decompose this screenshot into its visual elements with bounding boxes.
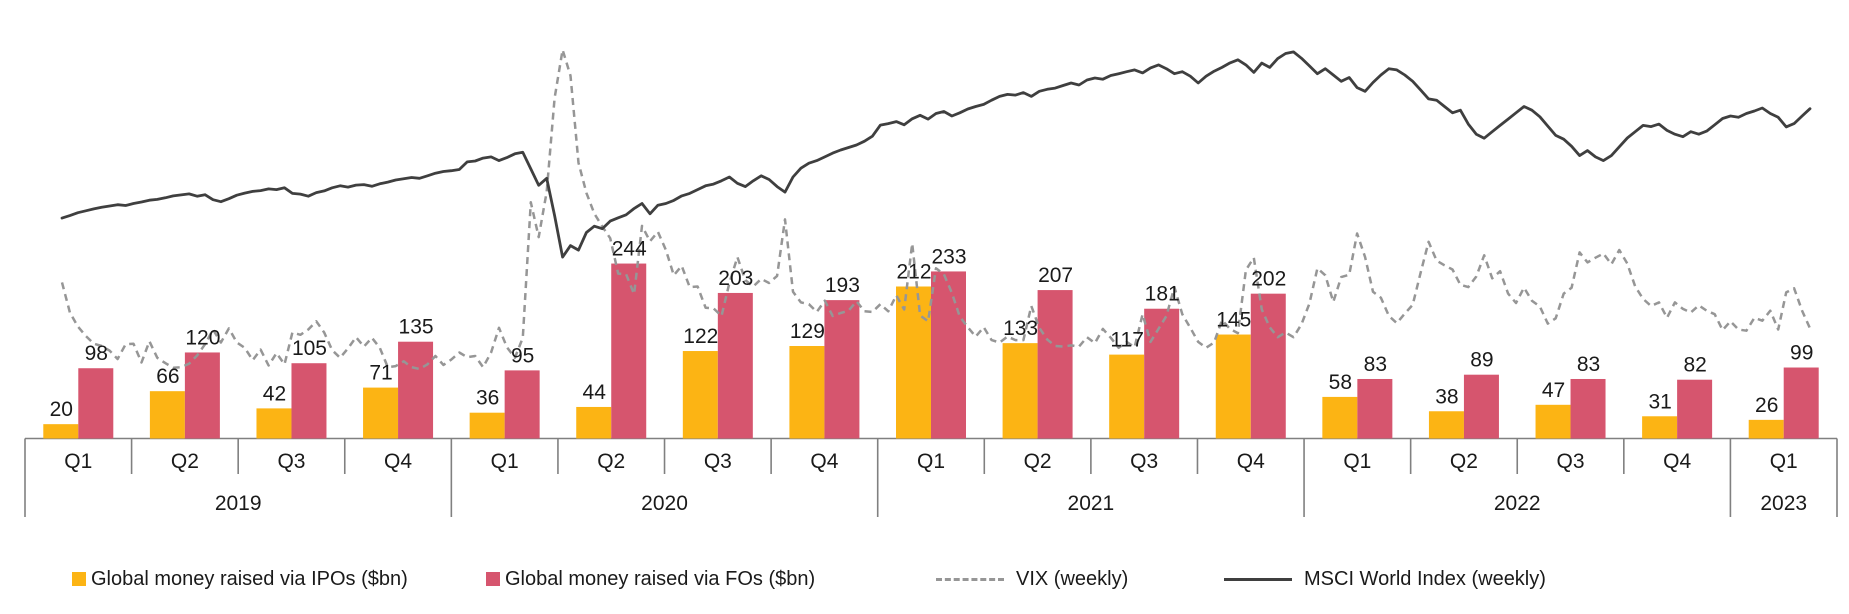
svg-text:203: 203 bbox=[718, 267, 753, 290]
svg-text:58: 58 bbox=[1329, 371, 1352, 394]
svg-text:Q3: Q3 bbox=[1557, 450, 1585, 473]
svg-text:181: 181 bbox=[1145, 283, 1180, 306]
svg-text:133: 133 bbox=[1003, 317, 1038, 340]
svg-text:105: 105 bbox=[292, 337, 327, 360]
svg-text:Q3: Q3 bbox=[704, 450, 732, 473]
svg-text:Q3: Q3 bbox=[1130, 450, 1158, 473]
svg-text:129: 129 bbox=[790, 320, 825, 343]
svg-text:212: 212 bbox=[896, 260, 931, 283]
svg-text:Q1: Q1 bbox=[917, 450, 945, 473]
svg-text:38: 38 bbox=[1435, 385, 1458, 408]
svg-text:117: 117 bbox=[1110, 329, 1143, 352]
svg-text:Q1: Q1 bbox=[1343, 450, 1371, 473]
svg-text:Q2: Q2 bbox=[1024, 450, 1052, 473]
svg-text:44: 44 bbox=[583, 381, 607, 404]
svg-text:233: 233 bbox=[931, 245, 966, 268]
svg-text:207: 207 bbox=[1038, 264, 1073, 287]
svg-text:202: 202 bbox=[1251, 268, 1286, 291]
svg-text:Q1: Q1 bbox=[1770, 450, 1798, 473]
svg-text:Q4: Q4 bbox=[1663, 450, 1691, 473]
svg-text:2021: 2021 bbox=[1068, 492, 1115, 515]
svg-text:2020: 2020 bbox=[641, 492, 688, 515]
svg-text:71: 71 bbox=[369, 362, 392, 385]
svg-text:26: 26 bbox=[1755, 394, 1778, 417]
svg-text:Q2: Q2 bbox=[1450, 450, 1478, 473]
svg-text:Q2: Q2 bbox=[597, 450, 625, 473]
svg-text:244: 244 bbox=[612, 238, 647, 261]
svg-text:83: 83 bbox=[1577, 353, 1600, 376]
svg-text:20: 20 bbox=[50, 398, 73, 421]
svg-text:122: 122 bbox=[683, 325, 718, 348]
svg-text:82: 82 bbox=[1683, 354, 1706, 377]
svg-text:145: 145 bbox=[1216, 309, 1251, 332]
svg-text:42: 42 bbox=[263, 382, 286, 405]
svg-text:83: 83 bbox=[1364, 353, 1387, 376]
svg-text:193: 193 bbox=[825, 274, 860, 297]
svg-text:135: 135 bbox=[399, 316, 434, 339]
svg-text:31: 31 bbox=[1648, 390, 1671, 413]
svg-text:Q1: Q1 bbox=[64, 450, 92, 473]
svg-text:66: 66 bbox=[156, 365, 179, 388]
svg-text:2022: 2022 bbox=[1494, 492, 1541, 515]
svg-text:120: 120 bbox=[185, 326, 220, 349]
svg-text:2019: 2019 bbox=[215, 492, 262, 515]
svg-text:Q4: Q4 bbox=[810, 450, 838, 473]
svg-text:95: 95 bbox=[511, 344, 534, 367]
svg-text:99: 99 bbox=[1790, 342, 1813, 365]
svg-text:Q4: Q4 bbox=[384, 450, 412, 473]
svg-text:89: 89 bbox=[1470, 349, 1493, 372]
svg-text:36: 36 bbox=[476, 387, 499, 410]
svg-text:2023: 2023 bbox=[1760, 492, 1807, 515]
svg-text:Q3: Q3 bbox=[277, 450, 305, 473]
svg-text:47: 47 bbox=[1542, 379, 1565, 402]
svg-text:Q1: Q1 bbox=[491, 450, 519, 473]
svg-text:Q2: Q2 bbox=[171, 450, 199, 473]
svg-text:Q4: Q4 bbox=[1237, 450, 1265, 473]
svg-text:98: 98 bbox=[85, 342, 108, 365]
